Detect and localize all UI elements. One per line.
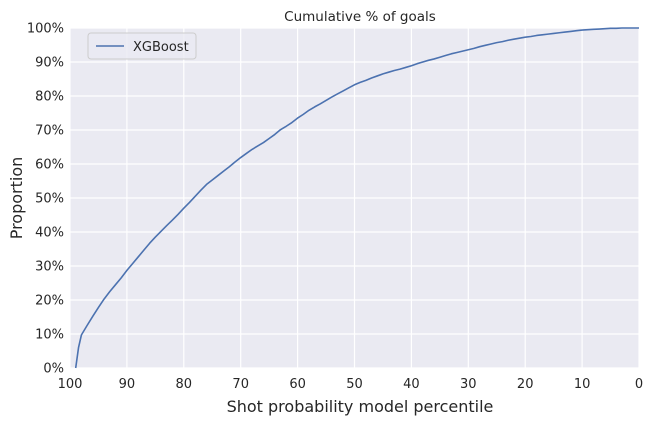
x-tick-label: 40 [403, 377, 420, 392]
y-tick-label: 0% [43, 362, 64, 377]
y-gridlines [70, 27, 639, 369]
y-tick-label: 30% [35, 260, 64, 275]
series-line-xgboost [74, 27, 639, 369]
y-tick-label: 80% [35, 90, 64, 105]
x-tick-label: 0 [635, 377, 643, 392]
y-tick-label: 100% [27, 22, 64, 37]
y-tick-label: 70% [35, 124, 64, 139]
x-tick-label: 100 [58, 377, 83, 392]
x-tick-label: 70 [232, 377, 249, 392]
x-tick-label: 10 [574, 377, 591, 392]
x-axis-label: Shot probability model percentile [227, 397, 494, 416]
legend-box [87, 32, 197, 60]
y-tick-label: 10% [35, 328, 64, 343]
legend-label-xgboost: XGBoost [133, 40, 189, 55]
x-tick-label: 90 [119, 377, 136, 392]
x-tick-label: 60 [289, 377, 306, 392]
x-tick-label: 30 [460, 377, 477, 392]
y-tick-label: 40% [35, 226, 64, 241]
y-tick-labels: 0% 10% 20% 30% 40% 50% 60% 70% 80% 90% 100% [27, 22, 64, 377]
y-tick-label: 60% [35, 158, 64, 173]
y-tick-label: 90% [35, 56, 64, 71]
chart-title: Cumulative % of goals [284, 9, 436, 25]
series-layer [74, 27, 639, 369]
x-tick-label: 20 [517, 377, 534, 392]
x-tick-label: 80 [176, 377, 193, 392]
y-axis-label: Proportion [7, 157, 26, 240]
x-tick-labels: 100 90 80 70 60 50 40 30 20 10 0 [58, 377, 644, 392]
x-tick-label: 50 [346, 377, 363, 392]
y-tick-label: 20% [35, 294, 64, 309]
legend: XGBoost [87, 32, 197, 60]
y-tick-label: 50% [35, 192, 64, 207]
